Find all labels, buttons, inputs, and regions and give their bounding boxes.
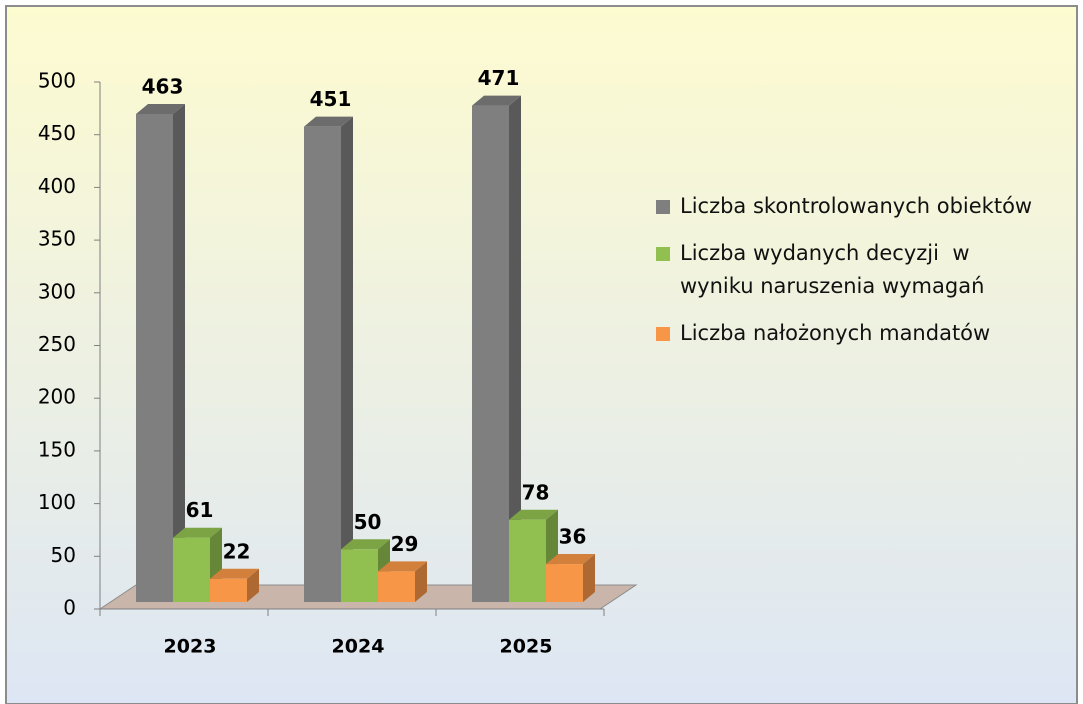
bar [378,571,415,602]
data-label: 78 [522,480,550,504]
x-tick-label: 2025 [500,636,553,658]
y-tick-label: 200 [38,385,76,409]
legend-label: Liczba nałożonych mandatów [680,321,991,345]
y-tick-label: 300 [38,279,76,303]
data-label: 22 [223,539,251,563]
bar-top [378,561,427,572]
data-label: 36 [559,525,587,549]
bar-top [173,527,222,538]
x-tick-label: 2023 [164,636,217,658]
bar-side [509,95,521,602]
bar [546,564,583,602]
bar [509,519,546,602]
bar [472,105,509,602]
bar [341,549,378,602]
bar [173,537,210,602]
y-tick-label: 0 [63,596,76,620]
y-tick-label: 350 [38,227,76,251]
y-tick-label: 250 [38,332,76,356]
y-tick-label: 500 [38,69,76,93]
data-label: 463 [142,74,184,98]
y-tick-label: 450 [38,121,76,145]
bar-top [472,95,521,106]
legend-label: Liczba wydanych decyzji w wyniku narusze… [680,241,985,298]
bar [304,126,341,603]
bar-top [341,539,390,550]
data-label: 451 [310,87,352,111]
data-label: 471 [478,66,520,90]
data-label: 50 [354,510,382,534]
y-tick-label: 150 [38,437,76,461]
bar-top [304,116,353,127]
bar-side [173,103,185,603]
bar-side [247,568,259,602]
legend-item: Liczba nałożonych mandatów [656,317,1056,350]
legend-swatch [656,247,670,261]
y-tick-label: 100 [38,490,76,514]
legend-swatch [656,200,670,214]
bar [136,113,173,603]
x-tick-label: 2024 [332,636,385,658]
bar-side [341,116,353,603]
data-label: 61 [186,498,214,522]
bar-top [210,568,259,579]
data-label: 29 [391,532,419,556]
bar-side [583,554,595,602]
legend-swatch [656,327,670,341]
legend: Liczba skontrolowanych obiektów Liczba wy… [656,190,1056,364]
legend-item: Liczba skontrolowanych obiektów [656,190,1056,223]
bar-top [509,509,558,520]
bar-top [546,554,595,565]
bar-side [415,561,427,602]
y-tick-label: 400 [38,174,76,198]
legend-item: Liczba wydanych decyzji w wyniku narusze… [656,237,1056,303]
y-tick-label: 50 [51,543,76,567]
bar [210,578,247,602]
bar-top [136,103,185,114]
legend-label: Liczba skontrolowanych obiektów [680,194,1033,218]
